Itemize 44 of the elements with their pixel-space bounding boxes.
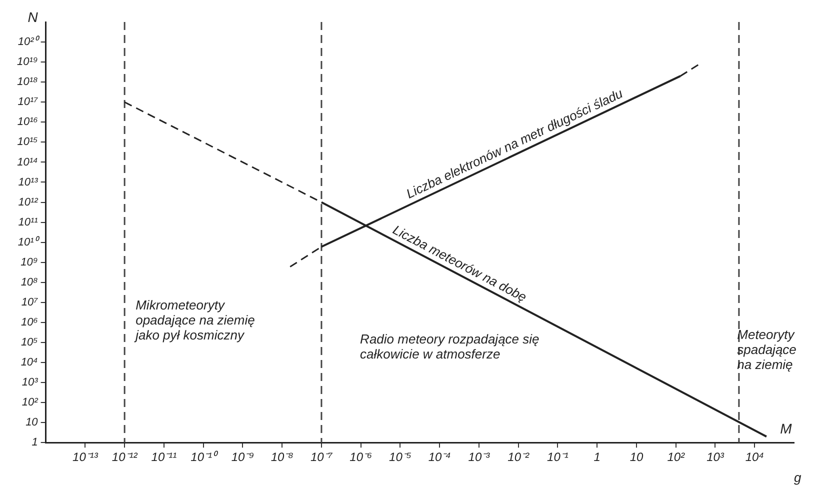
x-tick-label: 10² <box>667 450 686 464</box>
y-tick-label: 10 <box>26 416 39 429</box>
y-tick-label: 10⁷ <box>21 296 39 308</box>
y-tick-label: 10⁵ <box>20 336 38 349</box>
x-tick-label: 10⁻⁴ <box>428 450 451 464</box>
x-tick-label: 10⁻⁶ <box>350 450 372 464</box>
y-tick-label: 10¹⁶ <box>17 116 38 128</box>
x-tick-label: 10⁻¹ <box>547 450 568 464</box>
y-tick-label: 10³ <box>22 376 38 389</box>
y-tick-label: 10¹⁵ <box>17 136 38 148</box>
y-tick-label: 10¹⁴ <box>17 156 38 168</box>
y-tick-label: 10² <box>22 396 38 409</box>
y-tick-label: 10⁶ <box>21 316 38 328</box>
x-tick-label: 10⁻¹¹ <box>151 450 177 464</box>
y-tick-label: 10⁹ <box>20 256 38 268</box>
x-tick-label: 10⁻¹³ <box>72 450 99 464</box>
x-axis-title: M <box>780 420 792 436</box>
y-tick-label: 10¹² <box>18 196 38 208</box>
x-tick-label: 10⁻¹² <box>112 450 138 464</box>
x-tick-label: 10⁻⁸ <box>270 450 294 464</box>
y-tick-label: 10¹⁰ <box>18 235 40 248</box>
y-tick-label: 10⁸ <box>20 276 38 288</box>
x-tick-label: 10⁻³ <box>468 450 491 464</box>
y-tick-label: 10²⁰ <box>18 35 40 48</box>
y-tick-label: 1 <box>32 436 38 449</box>
x-tick-label: 10³ <box>706 450 725 464</box>
x-tick-label: 10⁻⁵ <box>389 450 412 464</box>
x-tick-label: 10⁻¹⁰ <box>190 450 219 464</box>
text: g <box>794 470 802 486</box>
x-tick-label: 10⁻² <box>508 450 530 464</box>
y-tick-label: 10⁴ <box>20 356 38 369</box>
y-tick-label: 10¹⁸ <box>17 76 38 88</box>
y-tick-label: 10¹⁷ <box>18 96 39 108</box>
y-tick-label: 10¹⁹ <box>16 56 38 68</box>
x-tick-label: 10⁻⁹ <box>231 450 254 464</box>
annotation: Radio meteory rozpadające się całkowicie w atmosferze <box>360 331 540 362</box>
x-tick-label: 1 <box>594 450 600 464</box>
x-tick-label: 10 <box>630 450 644 464</box>
x-tick-label: 10⁻⁷ <box>310 450 333 464</box>
y-tick-label: 10¹³ <box>18 176 38 188</box>
annotation: Mikrometeoryty opadające na ziemię jako pył kosmiczny <box>134 298 255 343</box>
y-axis-title: N <box>28 8 39 25</box>
x-tick-label: 10⁴ <box>745 450 764 464</box>
y-tick-label: 10¹¹ <box>18 216 38 228</box>
